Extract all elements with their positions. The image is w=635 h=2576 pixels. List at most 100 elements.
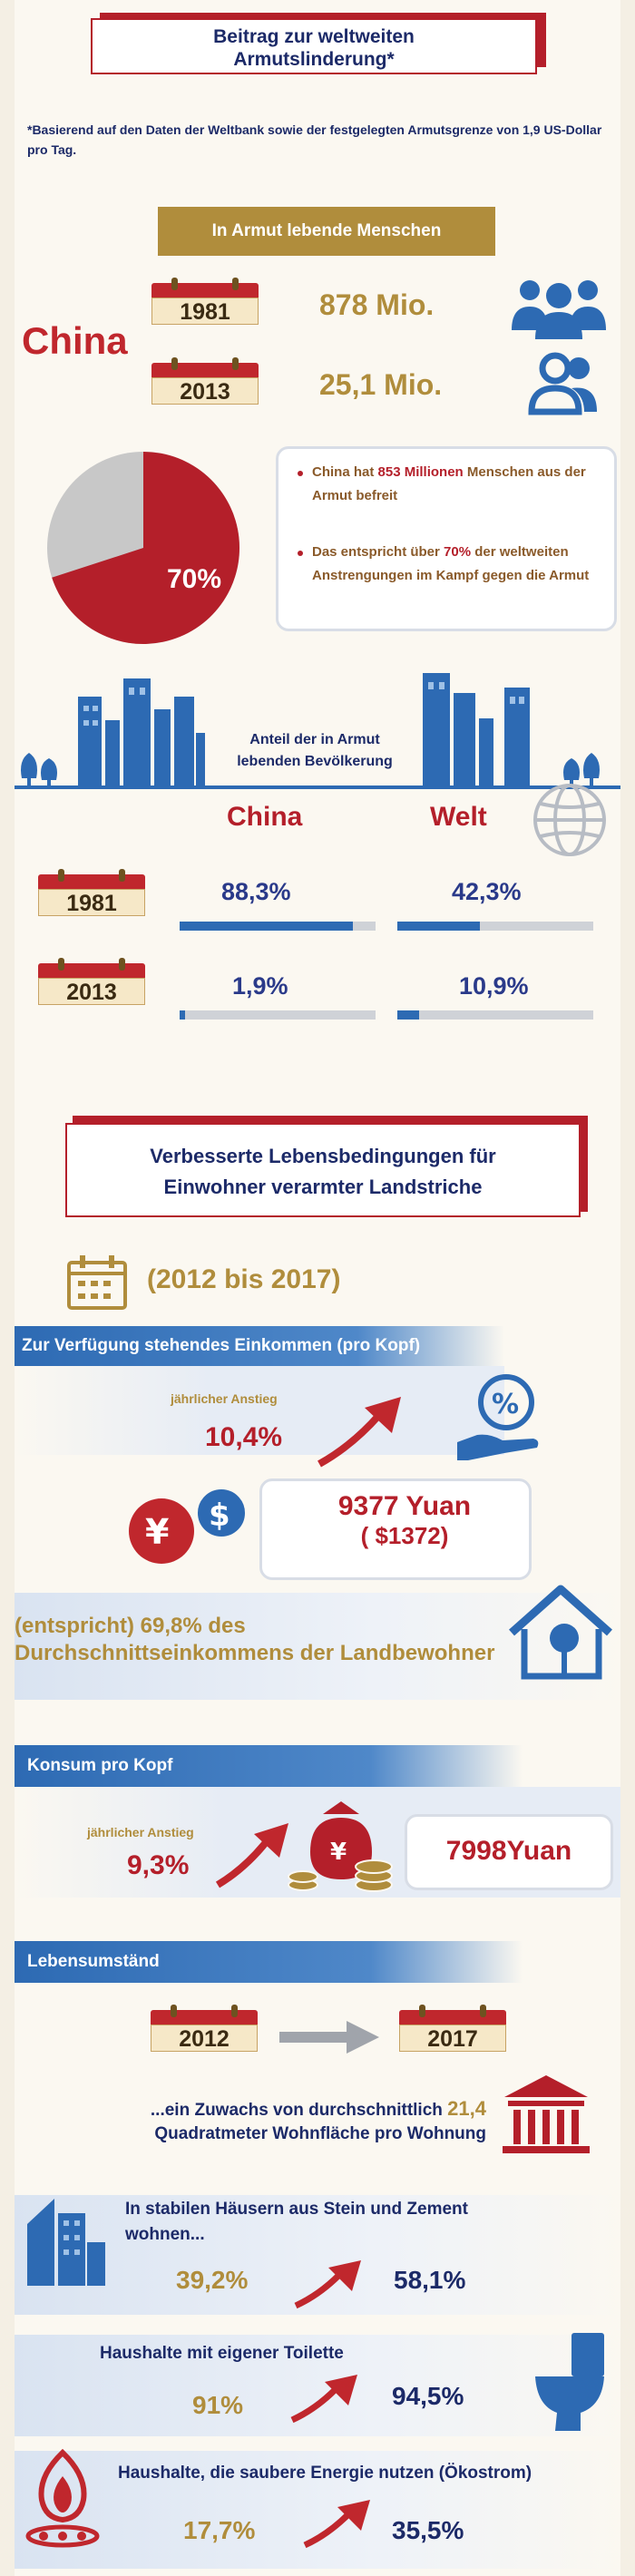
stat-label-line2: wohnen... [125,2225,205,2244]
bullet-dot [298,551,303,556]
share-world-2013: 10,9% [459,972,529,1000]
stat-label-stone-houses: In stabilen Häusern aus Stein und Zement… [125,2197,597,2248]
calendar-2012: 2012 [151,2005,258,2052]
living-title-line2: Einwohner verarmter Landstriche [163,1176,483,1198]
col-header-world: Welt [430,802,487,832]
callout-box [276,446,617,631]
value-2013: 25,1 Mio. [319,368,443,401]
footnote: *Basierend auf den Daten der Weltbank so… [27,122,602,157]
rural-share-text: (entspricht) 69,8% des Durchschnittseink… [15,1613,559,1667]
stat-from-toilet: 91% [192,2391,244,2419]
bar-china-2013 [180,1010,376,1020]
value-1981: 878 Mio. [319,288,435,321]
bullet1-pre: China hat [312,464,378,480]
calendar-1981: 1981 [151,278,259,325]
infographic-page: Beitrag zur weltweiten Armutslinderung* … [15,0,620,2576]
income-increase-label: jährlicher Anstieg [171,1391,278,1406]
yen-dollar-icon: ¥ $ [129,1486,249,1564]
bar-fill [397,1010,419,1020]
calendar-year: 2013 [38,978,145,1005]
building-icon [503,2075,590,2153]
income-band: Zur Verfügung stehendes Einkommen (pro K… [15,1326,504,1366]
increase-arrow-icon [290,2375,357,2424]
bullet1-highlight: 853 Millionen [377,464,464,480]
calendar-2013: 2013 [151,357,259,405]
increase-arrow-icon [215,1823,288,1888]
callout-bullet2: Das entspricht über 70% der weltweiten A… [298,541,595,588]
living-title-box: Verbesserte Lebensbedingungen für Einwoh… [65,1123,581,1217]
share-china-1981: 88,3% [221,878,291,905]
calendar-year: 1981 [151,298,259,325]
share-world-1981: 42,3% [452,878,522,905]
arrow-right-icon [279,2021,379,2054]
gas-flame-icon [25,2449,100,2548]
bullet2-highlight: 70% [444,544,472,560]
bullet-dot [298,471,303,476]
stat-from-stone-houses: 39,2% [176,2266,249,2294]
stat-to-clean-energy: 35,5% [392,2516,464,2544]
bar-china-1981 [180,922,376,931]
calendar-year: 2017 [399,2025,506,2052]
pie-slice-china [52,452,240,644]
stat-label-toilet: Haushalte mit eigener Toilette [100,2344,344,2363]
rural-share-line1: (entspricht) 69,8% des [15,1614,246,1638]
svg-text:$: $ [209,1498,230,1534]
stat-panel-toilet [15,2335,620,2436]
stat-to-stone-houses: 58,1% [394,2266,466,2294]
country-label-china: China [22,319,128,362]
consumption-amount: 7998Yuan [445,1836,572,1866]
crowd-icon [512,280,606,339]
hand-percent-icon: % [457,1374,539,1460]
globe-icon [533,784,606,856]
living-title-line1: Verbesserte Lebensbedingungen für [150,1145,496,1167]
money-bag-coins-icon: ¥ [288,1801,393,1892]
housing-line1-pre: ...ein Zuwachs von durchschnittlich [150,2101,448,2120]
calendar-year: 2012 [151,2025,258,2052]
income-usd: ( $1372) [360,1522,449,1549]
increase-arrow-icon [318,1397,401,1468]
rural-share-line2: Durchschnittseinkommens der Landbewohner [15,1641,495,1665]
share-label-line2: lebenden Bevölkerung [237,754,393,769]
bar-fill [397,922,481,931]
calendar-year: 1981 [38,889,145,916]
calendar-icon [67,1255,127,1310]
consumption-amount-box [405,1814,613,1890]
stat-from-clean-energy: 17,7% [183,2516,256,2544]
svg-text:%: % [492,1389,519,1420]
svg-text:¥: ¥ [145,1512,169,1552]
pie-label: 70% [167,564,222,594]
bar-world-1981 [397,922,593,931]
toilet-icon [535,2333,604,2431]
calendar-1981: 1981 [38,869,145,916]
income-amount-box [259,1478,532,1580]
bullet1-post: Menschen aus der Armut befreit [312,464,586,503]
callout-bullet1: China hat 853 Millionen Menschen aus der… [298,461,595,508]
consumption-band: Konsum pro Kopf [15,1745,523,1787]
housing-text: ...ein Zuwachs von durchschnittlich 21,4… [87,2097,486,2146]
pie-chart [47,452,240,644]
svg-text:¥: ¥ [330,1839,347,1866]
consumption-increase-value: 9,3% [127,1850,190,1880]
main-title-line1: Beitrag zur weltweiten [213,26,415,47]
increase-arrow-icon [294,2260,361,2309]
housing-value: 21,4 [447,2097,486,2120]
main-title-line2: Armutslinderung* [233,49,395,70]
share-china-2013: 1,9% [232,972,288,1000]
calendar-2017: 2017 [399,2005,506,2052]
main-title-box: Beitrag zur weltweiten Armutslinderung* [91,18,537,74]
two-people-icon [528,352,597,415]
city-skyline-illustration [15,673,620,789]
housing-line2: Quadratmeter Wohnfläche pro Wohnung [154,2124,486,2143]
calendar-year: 2013 [151,377,259,405]
poverty-band: In Armut lebende Menschen [158,207,495,256]
stat-label-line1: In stabilen Häusern aus Stein und Zement [125,2200,468,2219]
period-label: (2012 bis 2017) [147,1264,341,1294]
income-amount: 9377 Yuan [337,1491,472,1521]
conditions-band: Lebensumständ [15,1941,523,1983]
bar-fill [180,922,353,931]
stat-to-toilet: 94,5% [392,2382,464,2410]
col-header-china: China [227,802,303,832]
bar-world-2013 [397,1010,593,1020]
rural-share-panel [15,1593,620,1700]
stat-label-clean-energy: Haushalte, die saubere Energie nutzen (Ö… [118,2464,532,2483]
